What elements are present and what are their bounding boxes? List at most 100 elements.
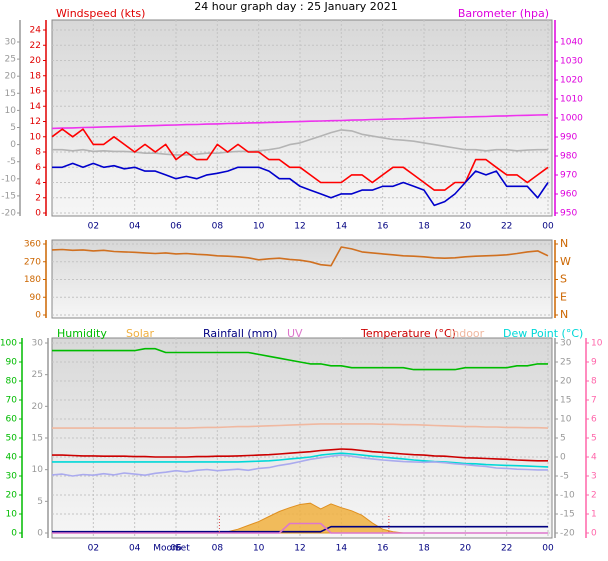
- y-tick-label: 980: [560, 152, 577, 162]
- x-tick-label: 10: [253, 222, 265, 232]
- y-tick-label: 25: [32, 370, 43, 380]
- legend-label: Temperature (°C): [360, 327, 456, 340]
- y-tick-label: 22: [30, 41, 41, 51]
- y-tick-label: 6: [35, 163, 41, 173]
- y-tick-label: 1: [591, 510, 597, 520]
- x-tick-label: 20: [460, 222, 472, 232]
- y-tick-label: N: [560, 237, 568, 250]
- y-tick-label: 2: [35, 193, 41, 203]
- y-tick-label: 1020: [560, 76, 583, 86]
- y-tick-label: 30: [6, 472, 18, 482]
- y-tick-label: 40: [6, 453, 18, 463]
- y-tick-label: 60: [6, 415, 18, 425]
- y-tick-label: 1000: [560, 114, 583, 124]
- y-tick-label: 0: [37, 529, 43, 539]
- plot-area: [51, 19, 553, 217]
- y-tick-label: 16: [30, 87, 42, 97]
- line: [51, 246, 549, 267]
- legend-label: UV: [287, 327, 303, 340]
- x-tick-label: 14: [336, 544, 348, 554]
- x-tick-label: 20: [460, 544, 472, 554]
- y-tick-label: 180: [24, 275, 41, 285]
- y-tick-label: 10: [591, 339, 603, 349]
- line: [52, 452, 549, 468]
- x-tick-label: 02: [88, 222, 99, 232]
- x-tick-label: 06: [170, 222, 182, 232]
- x-tick-label: 22: [501, 222, 512, 232]
- x-tick-label: 00: [542, 222, 554, 232]
- y-tick-label: 5: [37, 497, 43, 507]
- y-tick-label: -10: [560, 491, 575, 501]
- y-tick-label: 0: [591, 529, 597, 539]
- y2-axis-label: Barometer (hpa): [458, 7, 549, 20]
- y-tick-label: 25: [560, 358, 571, 368]
- x-tick-label: 16: [377, 544, 389, 554]
- line: [51, 454, 548, 477]
- legend-label: Indoor: [449, 327, 485, 340]
- y-tick-label: 960: [560, 190, 577, 200]
- line: [52, 522, 548, 534]
- y-tick-label: 15: [5, 89, 16, 99]
- y-tick-label: -20: [1, 209, 16, 219]
- legend-label: Solar: [126, 327, 155, 340]
- y-tick-label: 20: [560, 377, 572, 387]
- y-tick-label: 25: [5, 55, 16, 65]
- x-tick-label: 18: [418, 222, 430, 232]
- y-tick-label: 950: [560, 209, 577, 219]
- y-tick-label: 30: [32, 339, 44, 349]
- x-tick-label: 08: [212, 544, 224, 554]
- y-tick-label: 1030: [560, 57, 583, 67]
- y-tick-label: 20: [30, 56, 42, 66]
- line: [52, 525, 548, 533]
- y-tick-label: 10: [6, 510, 18, 520]
- legend-label: Rainfall (mm): [203, 327, 277, 340]
- y-tick-label: 6: [591, 415, 597, 425]
- y-tick-label: 10: [5, 106, 17, 116]
- y-tick-label: 15: [32, 434, 43, 444]
- x-tick-label: 14: [336, 222, 348, 232]
- y-tick-label: -5: [7, 157, 16, 167]
- y-tick-label: 20: [5, 72, 17, 82]
- y-tick-label: -20: [560, 529, 575, 539]
- x-tick-label: 18: [418, 544, 430, 554]
- y-tick-label: 1040: [560, 38, 583, 48]
- y-tick-label: -10: [1, 174, 16, 184]
- y-tick-label: 8: [591, 377, 597, 387]
- y-tick-label: 0: [560, 453, 566, 463]
- x-tick-label: 04: [129, 544, 141, 554]
- y-tick-label: 18: [30, 71, 42, 81]
- y-tick-label: 12: [30, 117, 41, 127]
- x-tick-label: 16: [377, 222, 389, 232]
- x-tick-label: 12: [294, 222, 305, 232]
- y-tick-label: 2: [591, 491, 597, 501]
- y-tick-label: 0: [10, 140, 16, 150]
- y-tick-label: 90: [30, 293, 42, 303]
- x-tick-label: 22: [501, 544, 512, 554]
- y-tick-label: -15: [560, 510, 575, 520]
- y-tick-label: W: [560, 255, 571, 268]
- y-tick-label: 5: [560, 434, 566, 444]
- y-tick-label: 10: [560, 415, 572, 425]
- x-tick-label: 04: [129, 222, 141, 232]
- legend-label: Dew Point (°C): [503, 327, 583, 340]
- line: [52, 347, 548, 371]
- line: [52, 423, 549, 429]
- y-tick-label: -15: [1, 191, 16, 201]
- y-tick-label: 5: [10, 123, 16, 133]
- y-tick-label: 30: [560, 339, 572, 349]
- y-axis-label: Windspeed (kts): [56, 7, 145, 20]
- y-tick-label: 3: [591, 472, 597, 482]
- y-tick-label: N: [560, 308, 568, 321]
- x-tick-label: 10: [253, 544, 265, 554]
- line: [52, 448, 548, 462]
- y-tick-label: 4: [35, 178, 41, 188]
- y-tick-label: 30: [5, 38, 17, 48]
- y-tick-label: 970: [560, 171, 577, 181]
- y-tick-label: 70: [6, 396, 18, 406]
- y-tick-label: 8: [35, 148, 41, 158]
- y-tick-label: 50: [6, 434, 18, 444]
- x-tick-label: 06: [170, 544, 182, 554]
- y-tick-label: 5: [591, 434, 597, 444]
- y-tick-label: 360: [24, 240, 41, 250]
- y-tick-label: S: [560, 273, 567, 286]
